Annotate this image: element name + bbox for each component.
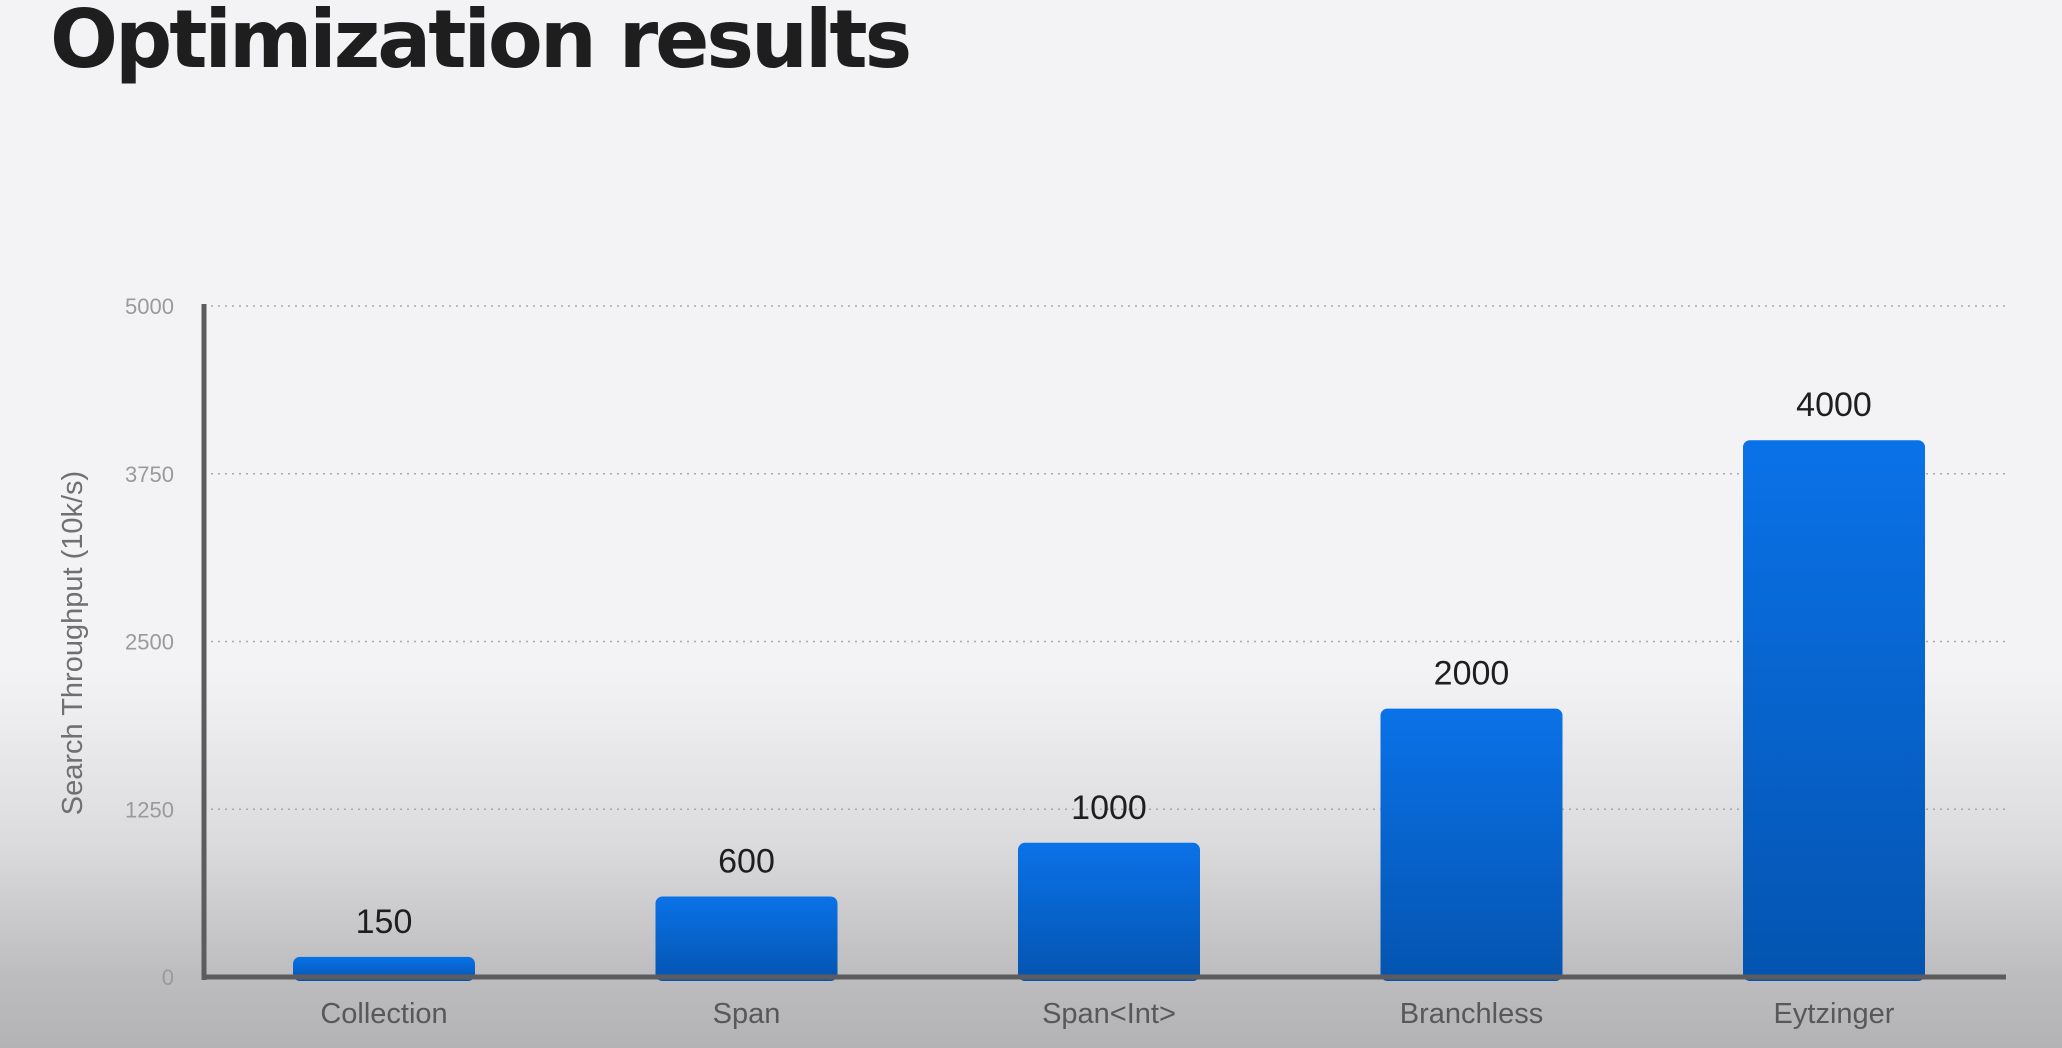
y-tick-label: 0 [162,965,174,990]
category-label: Span<Int> [1042,998,1176,1030]
category-label: Collection [320,998,447,1030]
bar-value-label: 2000 [1434,655,1510,693]
y-tick-label: 5000 [125,294,174,319]
bar-value-label: 600 [718,842,775,880]
bar-value-label: 1000 [1071,789,1147,827]
page-title: Optimization results [50,0,912,86]
data-labels: 150 600 1000 2000 4000 [356,386,1872,941]
y-tick-label: 2500 [125,630,174,655]
y-axis-title: Search Throughput (10k/s) [57,471,89,815]
category-label: Branchless [1400,998,1543,1030]
bar-value-label: 4000 [1796,386,1872,424]
category-label: Span [713,998,781,1030]
bar-eytzinger [1743,440,1925,981]
grid-lines [204,305,2006,810]
bar-branchless [1380,708,1563,981]
y-tick-label: 1250 [125,797,174,822]
category-label: Eytzinger [1774,998,1895,1030]
axes [201,304,2006,980]
y-tick-label: 3750 [125,462,174,487]
x-axis-categories: Collection Span Span<Int> Branchless Eytzing… [320,998,1894,1030]
y-axis-ticks: 0 1250 2500 3750 5000 [125,294,174,990]
bar-span [655,896,838,981]
bars [293,440,1925,981]
bar-value-label: 150 [356,903,413,941]
bar-span-int [1018,842,1200,981]
